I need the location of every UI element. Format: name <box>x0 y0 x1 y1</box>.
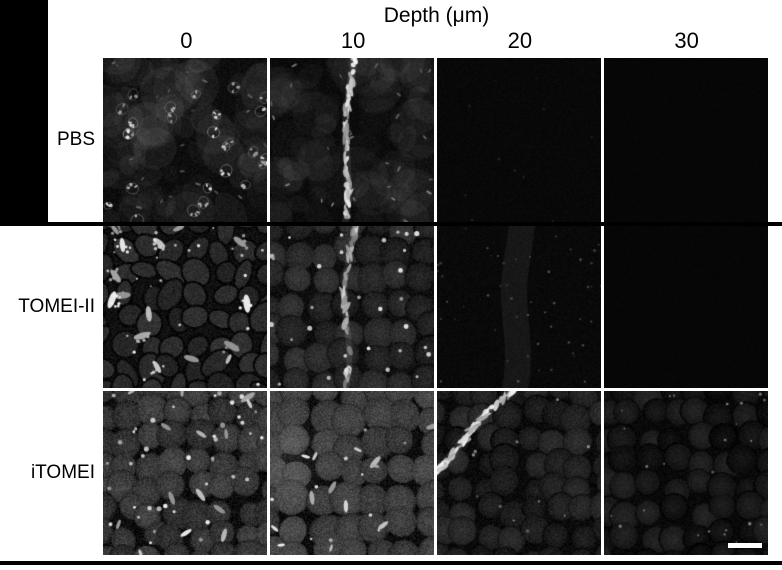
micrograph-itomei-0um <box>103 391 267 555</box>
micrograph-itomei-20um <box>437 391 601 555</box>
scale-bar <box>728 543 762 548</box>
micrograph-itomei-30um <box>604 391 768 555</box>
bottom-border-line <box>0 561 782 565</box>
depth-header-10: 10 <box>340 28 366 53</box>
depth-column-headers: 0 10 20 30 <box>103 28 770 53</box>
figure-title: Depth (μm) <box>383 4 490 27</box>
depth-header-0: 0 <box>180 28 193 53</box>
micrograph-tomei-ii-20um <box>437 226 601 388</box>
micrograph-pbs-30um <box>604 58 768 222</box>
micrograph-tomei-ii-10um <box>270 226 434 388</box>
micrograph-itomei-10um <box>270 391 434 555</box>
micrograph-pbs-20um <box>437 58 601 222</box>
micrograph-pbs-0um <box>103 58 267 222</box>
depth-header-30: 30 <box>674 28 699 53</box>
row-label-itomei: iTOMEI <box>30 462 95 483</box>
left-black-mask <box>0 0 48 222</box>
row-label-pbs: PBS <box>56 129 95 150</box>
depth-header-20: 20 <box>507 28 533 53</box>
micrograph-tomei-ii-30um <box>604 226 768 388</box>
row-label-tomei-ii: TOMEI-II <box>18 296 95 317</box>
panel-divider-line <box>0 222 782 226</box>
micrograph-tomei-ii-0um <box>103 226 267 388</box>
micrograph-pbs-10um <box>270 58 434 222</box>
